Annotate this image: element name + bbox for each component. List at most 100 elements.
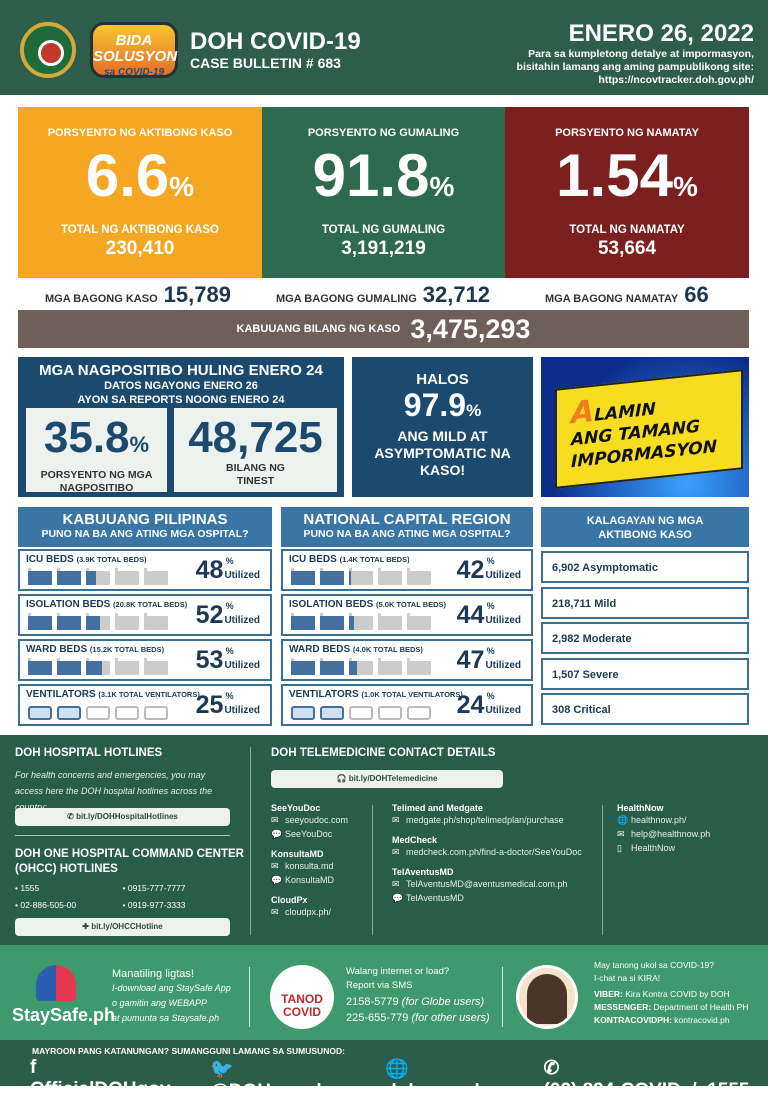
tanod-text: Walang internet or load? Report via SMS 2… (346, 966, 490, 1024)
provider-contact[interactable]: 🌐 healthnow.ph/ (617, 815, 687, 825)
ventilator-icon (349, 706, 373, 720)
ventilator-icon (86, 706, 110, 720)
telemed-link[interactable]: 🎧 bit.ly/DOHTelemedicine (271, 770, 503, 788)
new-recoveries: MGA BAGONG GUMALING 32,712 (276, 282, 491, 307)
positivity-rate: 35.8% PORSYENTO NG MGA NAGPOSITIBO (26, 408, 167, 494)
hospital-header: KABUUANG PILIPINAS PUNO NA BA ANG ATING M… (18, 507, 272, 547)
facebook-icon: f (30, 1057, 37, 1078)
provider-name: HealthNow (617, 803, 664, 813)
provider-contact[interactable]: ✉ cloudpx.ph/ (271, 907, 332, 917)
card-percent: 1.54% (556, 142, 698, 209)
utilization-row: WARD BEDS (4.0K TOTAL BEDS) 47% Utilized (281, 639, 533, 681)
provider-contact[interactable]: ✉ TelAventusMD@aventusmedical.com.ph (392, 879, 568, 889)
hotline-number[interactable]: • 0915-777-7777 (122, 883, 186, 893)
utilization-percent: 44% Utilized (456, 601, 521, 629)
card-percent: 91.8% (312, 142, 455, 209)
bed-icon (407, 613, 431, 630)
mail-icon: ✉ (392, 847, 400, 857)
mail-icon: ✉ (392, 879, 400, 889)
hospital-hotlines-link[interactable]: ✆ bit.ly/DOHHospitalHotlines (15, 808, 230, 826)
bed-icon (57, 613, 81, 630)
utilization-row: ISOLATION BEDS (20.8K TOTAL BEDS) 52% Uti… (18, 594, 272, 636)
card-total-label: TOTAL NG NAMATAY (569, 224, 685, 236)
divider (502, 967, 503, 1027)
card-total: 53,664 (597, 238, 657, 259)
divider (372, 805, 373, 935)
utilization-percent: 47% Utilized (456, 646, 521, 674)
ventilator-icon (115, 706, 139, 720)
bed-icon (291, 568, 315, 585)
provider-contact[interactable]: 💬 TelAventusMD (392, 893, 464, 903)
bed-icon (57, 658, 81, 675)
divider (249, 967, 250, 1027)
staysafe-heart-icon (36, 965, 76, 1001)
card-total: 230,410 (105, 238, 175, 259)
new-deaths: MGA BAGONG NAMATAY 66 (545, 282, 709, 307)
provider-contact[interactable]: ✉ medgate.ph/shop/telimedplan/purchase (392, 815, 564, 825)
case-severity-item: 308 Critical (541, 693, 749, 725)
provider-contact[interactable]: ✉ konsulta.md (271, 861, 334, 871)
provider-name: TelAventusMD (392, 867, 454, 877)
facebook-link[interactable]: f OfficialDOHgov (30, 1057, 171, 1100)
bulletin-title: DOH COVID-19 (190, 28, 361, 55)
card-total-label: TOTAL NG AKTIBONG KASO (60, 224, 220, 236)
ventilator-icon (144, 706, 168, 720)
twitter-link[interactable]: 🐦 @DOHgovph (210, 1059, 328, 1102)
positivity-sub: AYON SA REPORTS NOONG ENERO 24 (77, 394, 285, 406)
utilization-row: WARD BEDS (15.2K TOTAL BEDS) 53% Utilized (18, 639, 272, 681)
ohcc-link[interactable]: ✚ bit.ly/OHCCHotline (15, 918, 230, 936)
utilization-icons (28, 706, 168, 720)
mail-icon: ✉ (271, 907, 279, 917)
bed-icon (378, 658, 402, 675)
card-label: PORSYENTO NG NAMATAY (555, 127, 699, 139)
doh-seal-logo (20, 22, 76, 78)
phone-link[interactable]: ✆ (02) 894-COVID / 1555 (543, 1058, 750, 1101)
bulletin-date: ENERO 26, 2022 (568, 20, 754, 47)
card-recovered: PORSYENTO NG GUMALING 91.8% TOTAL NG GUM… (262, 107, 505, 278)
utilization-percent: 48% Utilized (195, 556, 260, 584)
hospital-header: NATIONAL CAPITAL REGION PUNO NA BA ANG AT… (281, 507, 533, 547)
messenger-icon: 💬 (271, 875, 283, 885)
bed-icon (291, 658, 315, 675)
card-total-label: TOTAL NG GUMALING (321, 224, 446, 236)
ventilator-icon (320, 706, 344, 720)
alamin-banner: ALAMIN ANG TAMANG IMPORMASYON (541, 357, 749, 497)
utilization-percent: 25% Utilized (195, 691, 260, 719)
kira-avatar (516, 965, 578, 1029)
utilization-icons (291, 613, 431, 630)
messenger-icon: 💬 (392, 893, 404, 903)
divider (15, 835, 230, 836)
globe-icon: 🌐 (385, 1059, 409, 1080)
hotline-number[interactable]: • 0919-977-3333 (122, 900, 186, 910)
provider-contact[interactable]: ✉ seeyoudoc.com (271, 815, 349, 825)
hotlines-section: DOH HOSPITAL HOTLINES For health concern… (0, 735, 768, 945)
provider-contact[interactable]: 💬 SeeYouDoc (271, 829, 333, 839)
card-label: PORSYENTO NG GUMALING (307, 127, 460, 139)
provider-contact[interactable]: ✉ medcheck.com.ph/find-a-doctor/SeeYouDoc (392, 847, 582, 857)
provider-name: SeeYouDoc (271, 803, 321, 813)
website-link[interactable]: 🌐 doh.gov.ph (385, 1059, 487, 1102)
provider-name: KonsultaMD (271, 849, 324, 859)
footer-question: MAYROON PANG KATANUNGAN? SUMANGGUNI LAMA… (32, 1046, 345, 1056)
kira-channel: VIBER: Kira Kontra COVID by DOH (594, 989, 730, 999)
bed-icon (320, 613, 344, 630)
telemed-provider: MedCheck ✉ medcheck.com.ph/find-a-doctor/S… (392, 835, 582, 859)
case-severity-item: 1,507 Severe (541, 657, 749, 690)
divider (250, 747, 251, 935)
messenger-icon: 💬 (271, 829, 283, 839)
telemed-provider: HealthNow 🌐 healthnow.ph/ ✉ help@healthnow.p… (617, 803, 710, 855)
utilization-percent: 52% Utilized (195, 601, 260, 629)
mail-icon: ✉ (271, 815, 279, 825)
case-severity-item: 218,711 Mild (541, 586, 749, 619)
bed-icon (86, 658, 110, 675)
provider-contact[interactable]: ✉ help@healthnow.ph (617, 829, 711, 839)
bed-icon (28, 613, 52, 630)
ventilator-icon (407, 706, 431, 720)
provider-contact[interactable]: 💬 KonsultaMD (271, 875, 335, 885)
hotline-number[interactable]: • 02-886-505-00 (15, 900, 77, 910)
provider-contact[interactable]: ▯ HealthNow (617, 843, 676, 853)
hotline-number[interactable]: • 1555 (15, 883, 40, 893)
utilization-icons (28, 613, 168, 630)
bed-icon (57, 568, 81, 585)
globe-icon: 🌐 (617, 815, 629, 825)
